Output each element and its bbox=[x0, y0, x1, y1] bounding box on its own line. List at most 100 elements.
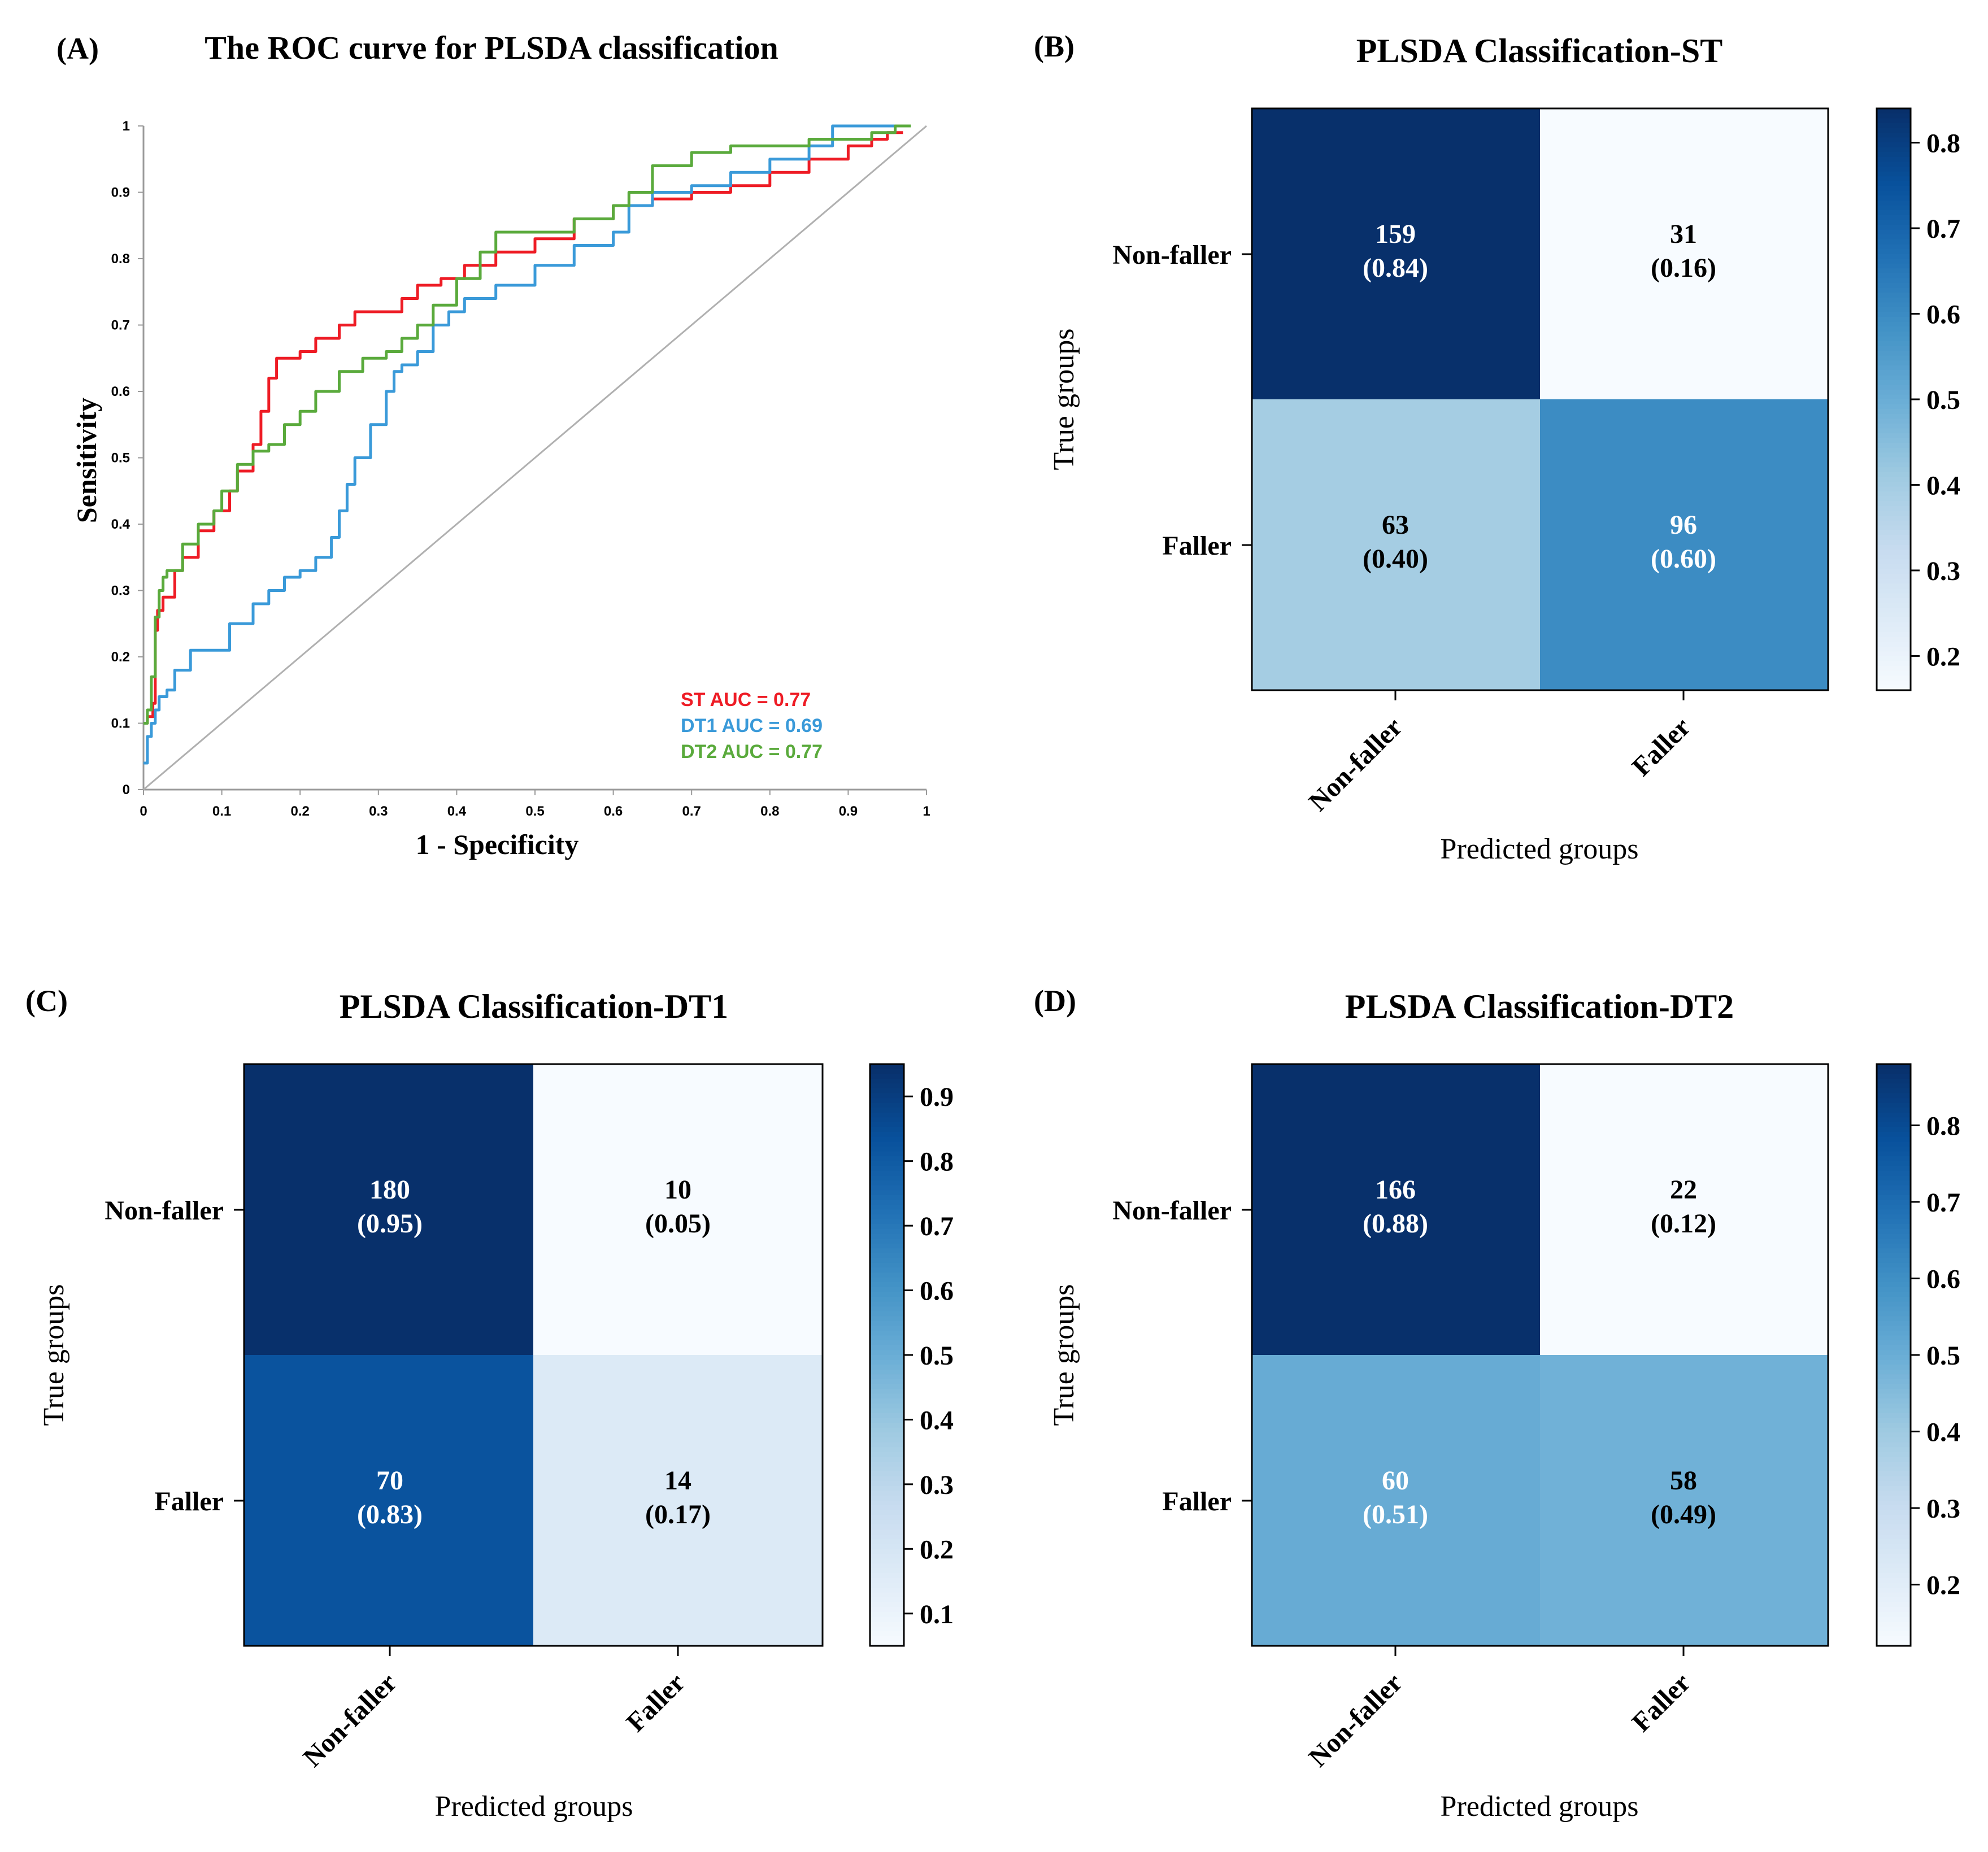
row-label-non-faller: Non-faller bbox=[105, 1196, 224, 1226]
colorbar-segment bbox=[1877, 1214, 1911, 1220]
cell-proportion: (0.95) bbox=[357, 1209, 423, 1239]
colorbar-segment bbox=[870, 1098, 904, 1104]
colorbar-segment bbox=[1877, 1393, 1911, 1400]
colorbar-segment bbox=[1877, 1248, 1911, 1254]
colorbar-segment bbox=[1877, 1384, 1911, 1390]
colorbar-segment bbox=[870, 1267, 904, 1274]
colorbar-segment bbox=[1877, 1234, 1911, 1239]
colorbar-segment bbox=[1877, 443, 1911, 448]
colorbar-segment bbox=[870, 1161, 904, 1167]
colorbar-segment bbox=[1877, 1592, 1911, 1598]
colorbar-segment bbox=[870, 1345, 904, 1351]
colorbar-tick-label: 0.4 bbox=[920, 1405, 954, 1435]
colorbar-segment bbox=[870, 1471, 904, 1477]
colorbar-segment bbox=[870, 1301, 904, 1308]
colorbar-segment bbox=[870, 1316, 904, 1322]
colorbar-segment bbox=[1877, 118, 1911, 124]
y-tick-label: 0 bbox=[123, 782, 130, 798]
y-tick-label: 0.2 bbox=[111, 650, 130, 665]
colorbar-segment bbox=[1877, 375, 1911, 381]
colorbar-tick-label: 0.2 bbox=[1926, 1571, 1960, 1601]
colorbar-segment bbox=[870, 1253, 904, 1259]
colorbar-segment bbox=[1877, 287, 1911, 294]
colorbar-segment bbox=[1877, 380, 1911, 386]
colorbar-segment bbox=[870, 1083, 904, 1089]
colorbar-segment bbox=[870, 1622, 904, 1627]
colorbar-segment bbox=[1877, 225, 1911, 230]
colorbar-segment bbox=[1877, 132, 1911, 138]
colorbar-tick-label: 0.7 bbox=[920, 1212, 954, 1241]
colorbar-segment bbox=[1877, 1578, 1911, 1584]
colorbar-segment bbox=[870, 1365, 904, 1370]
colorbar-segment bbox=[1877, 268, 1911, 274]
colorbar-segment bbox=[1877, 1117, 1911, 1123]
colorbar-segment bbox=[870, 1064, 904, 1070]
colorbar-segment bbox=[1877, 622, 1911, 628]
colorbar-segment bbox=[870, 1529, 904, 1535]
colorbar-segment bbox=[1877, 1331, 1911, 1336]
colorbar-segment bbox=[870, 1413, 904, 1419]
row-label-faller: Faller bbox=[1162, 1487, 1232, 1517]
colorbar-segment bbox=[1877, 1573, 1911, 1579]
colorbar-segment bbox=[870, 1297, 904, 1302]
colorbar-segment bbox=[1877, 1282, 1911, 1288]
colorbar-segment bbox=[1877, 1622, 1911, 1627]
colorbar-segment bbox=[1877, 661, 1911, 667]
colorbar-segment bbox=[1877, 632, 1911, 638]
colorbar-tick-label: 0.5 bbox=[1926, 1341, 1960, 1371]
colorbar-segment bbox=[1877, 1093, 1911, 1099]
colorbar-tick-label: 0.3 bbox=[920, 1470, 954, 1500]
colorbar-segment bbox=[870, 1495, 904, 1501]
colorbar-segment bbox=[1877, 1292, 1911, 1297]
colorbar-segment bbox=[1877, 1098, 1911, 1104]
colorbar-segment bbox=[870, 1437, 904, 1443]
colorbar-segment bbox=[1877, 1127, 1911, 1133]
colorbar-segment bbox=[870, 1466, 904, 1472]
colorbar-segment bbox=[1877, 1161, 1911, 1167]
colorbar-segment bbox=[1877, 186, 1911, 191]
colorbar-segment bbox=[1877, 676, 1911, 681]
colorbar-segment bbox=[1877, 1607, 1911, 1613]
colorbar-segment bbox=[1877, 1495, 1911, 1501]
colorbar-segment bbox=[870, 1282, 904, 1288]
heatmap-cell-faller-non-faller bbox=[244, 1355, 533, 1646]
colorbar-segment bbox=[1877, 409, 1911, 415]
colorbar-segment bbox=[1877, 128, 1911, 133]
colorbar-segment bbox=[870, 1122, 904, 1128]
colorbar-segment bbox=[1877, 1476, 1911, 1482]
colorbar-segment bbox=[1877, 1568, 1911, 1574]
panel-d-heatmap-dt2: (D) PLSDA Classification-DT2 166 (0.88) … bbox=[1034, 984, 1960, 1823]
colorbar-segment bbox=[1877, 1258, 1911, 1263]
colorbar-segment bbox=[1877, 642, 1911, 647]
colorbar-segment bbox=[1877, 1505, 1911, 1511]
colorbar-segment bbox=[1877, 389, 1911, 395]
chart-title: PLSDA Classification-DT2 bbox=[1345, 988, 1734, 1025]
cell-proportion: (0.17) bbox=[645, 1500, 711, 1529]
colorbar-segment bbox=[1877, 346, 1911, 352]
chart-title: PLSDA Classification-ST bbox=[1356, 32, 1722, 69]
colorbar-segment bbox=[1877, 1611, 1911, 1618]
colorbar-segment bbox=[1877, 1491, 1911, 1496]
colorbar-segment bbox=[1877, 360, 1911, 366]
colorbar-segment bbox=[870, 1534, 904, 1540]
colorbar-segment bbox=[870, 1432, 904, 1438]
colorbar-segment bbox=[870, 1626, 904, 1632]
row-label-faller: Faller bbox=[154, 1487, 224, 1517]
heatmap-frame bbox=[1251, 107, 1829, 691]
cell-count: 22 bbox=[1670, 1175, 1697, 1205]
colorbar-segment bbox=[870, 1234, 904, 1239]
cell-proportion: (0.51) bbox=[1363, 1500, 1428, 1529]
colorbar-segment bbox=[1877, 1602, 1911, 1608]
cell-proportion: (0.05) bbox=[645, 1209, 711, 1239]
colorbar-segment bbox=[1877, 646, 1911, 652]
colorbar-segment bbox=[1877, 307, 1911, 313]
colorbar-segment bbox=[1877, 297, 1911, 303]
colorbar-segment bbox=[1877, 1321, 1911, 1327]
colorbar-segment bbox=[870, 1389, 904, 1395]
colorbar-segment bbox=[1877, 1146, 1911, 1152]
y-tick-label: 0.8 bbox=[111, 251, 130, 267]
heatmap-cell-non-faller-non-faller bbox=[1252, 1064, 1540, 1355]
colorbar-segment bbox=[1877, 1297, 1911, 1302]
colorbar-segment bbox=[870, 1214, 904, 1220]
colorbar-segment bbox=[1877, 1224, 1911, 1230]
